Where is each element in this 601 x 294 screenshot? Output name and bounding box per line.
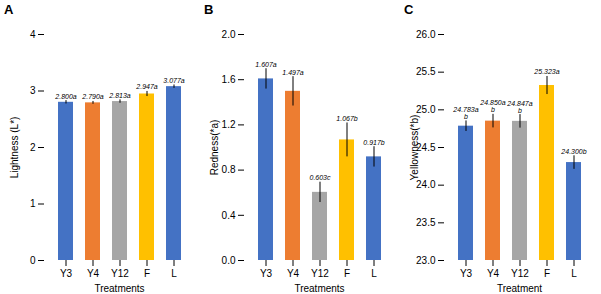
svg-text:23.5: 23.5 [416, 217, 436, 228]
svg-text:24.850ab: 24.850ab [479, 99, 505, 113]
svg-text:24.0: 24.0 [416, 179, 436, 191]
svg-text:L: L [171, 268, 177, 279]
svg-text:1: 1 [30, 198, 36, 209]
svg-text:F: F [344, 268, 350, 279]
svg-text:2.813a: 2.813a [108, 92, 131, 99]
svg-text:1.607a: 1.607a [255, 61, 277, 68]
svg-text:24.5: 24.5 [416, 141, 436, 153]
html-text:C: C [404, 2, 414, 17]
svg-text:4: 4 [30, 29, 36, 40]
svg-text:1.2: 1.2 [222, 119, 236, 130]
svg-text:F: F [544, 268, 550, 279]
svg-text:25.323a: 25.323a [533, 68, 559, 75]
svg-text:Y3: Y3 [60, 268, 73, 279]
svg-text:Treatments: Treatments [294, 283, 344, 294]
svg-text:Lightness (L*): Lightness (L*) [9, 117, 20, 179]
svg-text:Y4: Y4 [487, 268, 500, 279]
svg-text:2: 2 [30, 142, 36, 153]
svg-text:25.5: 25.5 [416, 66, 436, 77]
svg-text:0.0: 0.0 [222, 255, 236, 266]
html-text:A: A [4, 2, 14, 17]
svg-text:Y12: Y12 [111, 268, 129, 279]
svg-text:Yellowness(*b): Yellowness(*b) [409, 115, 420, 181]
svg-text:F: F [144, 268, 150, 279]
svg-text:1.067b: 1.067b [336, 115, 358, 122]
svg-text:26.0: 26.0 [416, 29, 436, 40]
svg-text:Y4: Y4 [87, 268, 100, 279]
svg-text:1.497a: 1.497a [282, 69, 304, 76]
svg-text:3.077a: 3.077a [163, 77, 185, 84]
svg-text:2.947a: 2.947a [135, 83, 158, 90]
svg-text:Treatments: Treatments [94, 283, 144, 294]
svg-text:2.0: 2.0 [222, 29, 236, 40]
svg-text:L: L [571, 268, 577, 279]
svg-text:Y4: Y4 [287, 268, 300, 279]
svg-text:23.0: 23.0 [416, 255, 436, 266]
html-text:B: B [204, 2, 214, 17]
svg-text:0.917b: 0.917b [363, 139, 385, 146]
svg-text:0: 0 [30, 255, 36, 266]
svg-text:2.800a: 2.800a [54, 93, 77, 100]
svg-text:24.847ab: 24.847ab [506, 100, 532, 114]
svg-text:Y3: Y3 [260, 268, 273, 279]
svg-text:Y12: Y12 [511, 268, 529, 279]
svg-text:Redness(*a): Redness(*a) [209, 120, 220, 176]
svg-text:24.783ab: 24.783ab [452, 106, 478, 120]
svg-text:3: 3 [30, 85, 36, 96]
svg-text:Y3: Y3 [460, 268, 473, 279]
svg-text:1.6: 1.6 [222, 74, 236, 85]
svg-text:Treatment: Treatment [497, 283, 542, 294]
svg-text:24.300b: 24.300b [560, 148, 586, 155]
svg-text:0.603c: 0.603c [309, 174, 331, 181]
svg-text:L: L [371, 268, 377, 279]
svg-text:0.8: 0.8 [222, 164, 236, 175]
svg-text:Y12: Y12 [311, 268, 329, 279]
svg-text:25.0: 25.0 [416, 104, 436, 115]
svg-text:2.790a: 2.790a [81, 93, 104, 100]
svg-text:0.4: 0.4 [222, 210, 236, 221]
